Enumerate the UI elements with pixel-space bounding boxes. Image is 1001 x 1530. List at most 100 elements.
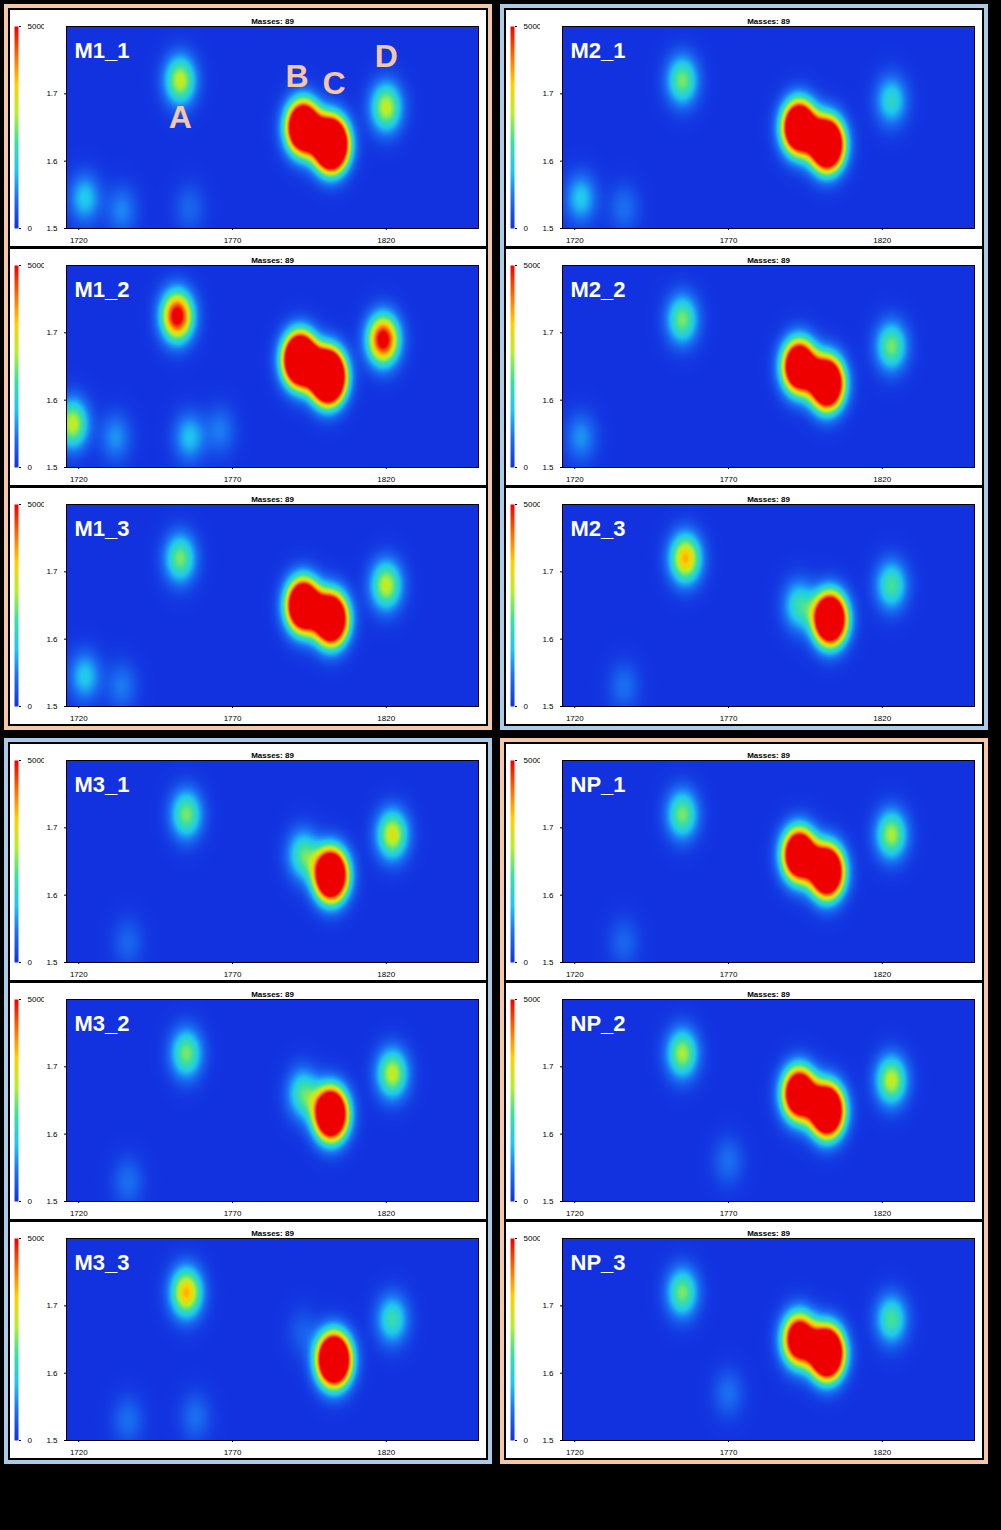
svg-text:Masses: 89: Masses: 89 [747, 17, 790, 26]
svg-text:5000: 5000 [524, 1234, 541, 1243]
svg-text:D: D [375, 38, 398, 74]
svg-text:M3_1: M3_1 [75, 772, 130, 797]
svg-text:1.6: 1.6 [46, 396, 58, 405]
svg-text:A: A [169, 99, 192, 135]
svg-text:1770: 1770 [720, 1209, 738, 1218]
svg-text:1720: 1720 [566, 1448, 584, 1457]
svg-text:1770: 1770 [224, 1448, 242, 1457]
svg-text:1.5: 1.5 [542, 224, 554, 233]
svg-text:1.5: 1.5 [542, 1197, 554, 1206]
svg-text:5000: 5000 [28, 261, 45, 270]
svg-text:Masses: 89: Masses: 89 [251, 1229, 294, 1238]
svg-text:1770: 1770 [224, 970, 242, 979]
svg-text:5000: 5000 [28, 756, 45, 765]
svg-text:NP_2: NP_2 [571, 1011, 626, 1036]
svg-text:1.7: 1.7 [542, 1301, 554, 1310]
svg-text:1820: 1820 [873, 236, 891, 245]
svg-text:1.7: 1.7 [46, 328, 58, 337]
svg-text:1.6: 1.6 [542, 1130, 554, 1139]
svg-text:1720: 1720 [70, 970, 88, 979]
svg-text:1.7: 1.7 [46, 823, 58, 832]
svg-text:M1_1: M1_1 [75, 38, 130, 63]
svg-text:1.5: 1.5 [542, 958, 554, 967]
svg-text:Masses: 89: Masses: 89 [251, 751, 294, 760]
svg-text:1.5: 1.5 [542, 702, 554, 711]
svg-text:1820: 1820 [873, 1209, 891, 1218]
svg-text:1770: 1770 [720, 970, 738, 979]
svg-text:1720: 1720 [70, 1209, 88, 1218]
svg-text:1.5: 1.5 [46, 224, 58, 233]
svg-text:1770: 1770 [720, 1448, 738, 1457]
svg-text:0: 0 [524, 702, 529, 711]
svg-text:1.6: 1.6 [542, 891, 554, 900]
svg-text:Masses: 89: Masses: 89 [251, 256, 294, 265]
svg-text:1.7: 1.7 [542, 823, 554, 832]
svg-text:1.6: 1.6 [46, 1369, 58, 1378]
svg-text:0: 0 [28, 463, 33, 472]
svg-text:0: 0 [524, 1436, 529, 1445]
svg-text:1770: 1770 [720, 714, 738, 723]
svg-text:1720: 1720 [70, 714, 88, 723]
svg-text:1820: 1820 [377, 236, 395, 245]
svg-text:5000: 5000 [524, 261, 541, 270]
svg-text:NP_3: NP_3 [571, 1250, 626, 1275]
svg-text:1.7: 1.7 [542, 1062, 554, 1071]
svg-text:1820: 1820 [873, 714, 891, 723]
svg-text:1.5: 1.5 [542, 1436, 554, 1445]
svg-text:1770: 1770 [224, 475, 242, 484]
svg-text:1720: 1720 [566, 1209, 584, 1218]
svg-text:1.5: 1.5 [46, 958, 58, 967]
svg-text:1.6: 1.6 [542, 635, 554, 644]
svg-text:0: 0 [28, 1436, 33, 1445]
svg-text:1720: 1720 [70, 475, 88, 484]
svg-text:1.6: 1.6 [542, 396, 554, 405]
svg-text:1820: 1820 [377, 1448, 395, 1457]
svg-text:1720: 1720 [566, 970, 584, 979]
svg-text:1820: 1820 [377, 714, 395, 723]
svg-text:5000: 5000 [28, 500, 45, 509]
svg-text:1720: 1720 [566, 475, 584, 484]
svg-text:M1_3: M1_3 [75, 516, 130, 541]
svg-text:5000: 5000 [28, 1234, 45, 1243]
svg-text:1.7: 1.7 [46, 1301, 58, 1310]
svg-text:1770: 1770 [720, 475, 738, 484]
svg-text:1.7: 1.7 [542, 567, 554, 576]
svg-text:0: 0 [28, 958, 33, 967]
svg-text:C: C [322, 65, 345, 101]
svg-text:1770: 1770 [224, 1209, 242, 1218]
svg-text:1.5: 1.5 [542, 463, 554, 472]
svg-text:Masses: 89: Masses: 89 [747, 751, 790, 760]
svg-text:1820: 1820 [377, 1209, 395, 1218]
svg-text:1.5: 1.5 [46, 702, 58, 711]
svg-text:Masses: 89: Masses: 89 [747, 1229, 790, 1238]
svg-text:5000: 5000 [28, 995, 45, 1004]
svg-text:0: 0 [28, 1197, 33, 1206]
svg-text:Masses: 89: Masses: 89 [251, 990, 294, 999]
svg-text:0: 0 [524, 1197, 529, 1206]
svg-text:1.6: 1.6 [46, 157, 58, 166]
svg-text:1.7: 1.7 [542, 328, 554, 337]
svg-text:M3_3: M3_3 [75, 1250, 130, 1275]
svg-text:M2_3: M2_3 [571, 516, 626, 541]
svg-text:1.6: 1.6 [542, 1369, 554, 1378]
svg-text:M2_1: M2_1 [571, 38, 626, 63]
svg-text:1720: 1720 [566, 236, 584, 245]
svg-text:1770: 1770 [720, 236, 738, 245]
svg-text:1.5: 1.5 [46, 1436, 58, 1445]
svg-text:Masses: 89: Masses: 89 [747, 256, 790, 265]
svg-text:1.6: 1.6 [542, 157, 554, 166]
svg-text:M1_2: M1_2 [75, 277, 130, 302]
svg-text:1770: 1770 [224, 236, 242, 245]
svg-text:1.7: 1.7 [46, 567, 58, 576]
svg-text:0: 0 [524, 463, 529, 472]
svg-text:1.7: 1.7 [46, 89, 58, 98]
svg-text:1720: 1720 [566, 714, 584, 723]
svg-text:0: 0 [524, 958, 529, 967]
svg-text:0: 0 [28, 224, 33, 233]
svg-text:0: 0 [28, 702, 33, 711]
svg-text:Masses: 89: Masses: 89 [251, 17, 294, 26]
svg-text:M3_2: M3_2 [75, 1011, 130, 1036]
svg-text:1.5: 1.5 [46, 1197, 58, 1206]
svg-text:1820: 1820 [873, 970, 891, 979]
svg-text:1820: 1820 [377, 970, 395, 979]
